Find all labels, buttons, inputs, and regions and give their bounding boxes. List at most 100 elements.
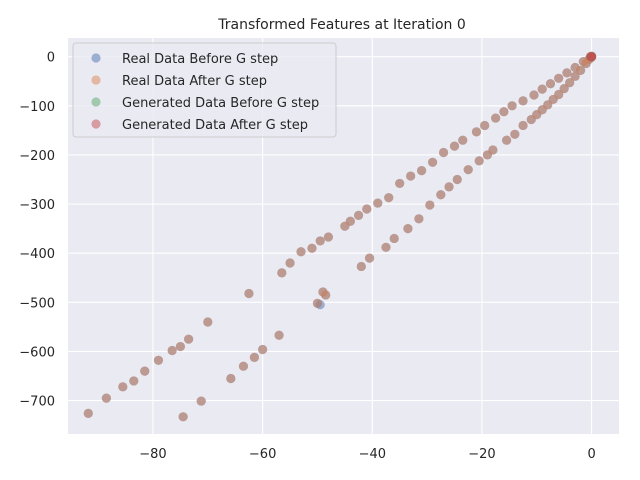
series-2 xyxy=(83,55,594,422)
data-point xyxy=(458,135,468,145)
data-point xyxy=(474,156,484,166)
data-point xyxy=(353,210,364,220)
y-axis-ticks: 0 −100 −200 −300 −400 −500 −600 −700 xyxy=(19,51,55,410)
x-axis-ticks: −80 −60 −40 −20 0 xyxy=(139,447,595,462)
legend-marker xyxy=(91,119,101,129)
data-point xyxy=(570,71,580,81)
data-point xyxy=(312,298,323,308)
data-point xyxy=(153,355,164,365)
data-point xyxy=(203,317,213,327)
data-point xyxy=(586,51,597,61)
data-point xyxy=(178,412,188,422)
data-point xyxy=(491,113,501,123)
data-point xyxy=(518,120,528,131)
legend-marker xyxy=(91,75,101,85)
data-point xyxy=(285,258,295,268)
data-point xyxy=(510,129,520,139)
data-point xyxy=(417,166,427,176)
x-tick-label: −60 xyxy=(249,447,276,462)
legend-box xyxy=(72,42,337,138)
data-point xyxy=(529,90,539,100)
data-point xyxy=(175,341,185,352)
data-point xyxy=(537,84,547,94)
data-point xyxy=(471,127,482,137)
data-point xyxy=(389,233,399,244)
data-point xyxy=(277,268,287,278)
legend-marker xyxy=(91,97,101,107)
legend-label: Generated Data After G step xyxy=(122,118,308,133)
data-point xyxy=(545,79,556,89)
data-point xyxy=(395,178,405,189)
data-points xyxy=(83,51,597,422)
data-point xyxy=(323,232,334,242)
data-point xyxy=(559,84,569,94)
y-tick-label: −400 xyxy=(19,247,55,262)
y-tick-label: −700 xyxy=(19,395,55,410)
data-point xyxy=(83,408,93,418)
data-point xyxy=(307,243,317,253)
y-tick-label: 0 xyxy=(47,51,55,66)
legend-label: Generated Data Before G step xyxy=(122,96,319,111)
series-4 xyxy=(585,51,597,62)
data-point xyxy=(436,190,446,200)
data-point xyxy=(226,373,236,384)
legend: Real Data Before G step Real Data After G… xyxy=(72,42,337,138)
data-point xyxy=(578,56,588,67)
y-tick-label: −100 xyxy=(19,100,55,115)
x-tick-label: −40 xyxy=(359,447,386,462)
data-point xyxy=(438,147,449,158)
x-tick-label: 0 xyxy=(587,447,595,462)
y-tick-label: −600 xyxy=(19,345,55,360)
data-point xyxy=(129,376,139,386)
legend-label: Real Data After G step xyxy=(122,74,267,89)
data-point xyxy=(373,198,383,208)
data-point xyxy=(296,247,306,257)
data-point xyxy=(315,236,325,246)
x-tick-label: −20 xyxy=(468,447,495,462)
y-tick-label: −300 xyxy=(19,198,55,213)
data-point xyxy=(565,78,575,88)
data-point xyxy=(570,62,580,73)
data-point xyxy=(345,216,355,226)
data-point xyxy=(427,157,438,167)
data-point xyxy=(403,224,413,234)
data-point xyxy=(406,171,416,181)
data-point xyxy=(362,204,372,214)
data-point xyxy=(244,288,254,299)
data-point xyxy=(364,253,375,263)
data-point xyxy=(507,101,517,111)
data-point xyxy=(356,261,366,272)
data-point xyxy=(249,352,260,362)
data-point xyxy=(140,366,150,376)
data-point xyxy=(274,330,284,340)
data-point xyxy=(562,68,572,78)
data-point xyxy=(101,393,111,403)
data-point xyxy=(554,73,564,83)
data-point xyxy=(258,344,268,355)
legend-label: Real Data Before G step xyxy=(122,52,278,67)
legend-marker xyxy=(91,53,101,63)
data-point xyxy=(488,145,498,155)
data-point xyxy=(414,214,424,224)
data-point xyxy=(425,200,435,210)
grid xyxy=(68,38,619,434)
data-point xyxy=(518,96,528,106)
data-point xyxy=(238,361,249,371)
chart-title: Transformed Features at Iteration 0 xyxy=(217,17,466,33)
x-tick-label: −80 xyxy=(139,447,166,462)
data-point xyxy=(196,396,206,406)
data-point xyxy=(384,193,394,203)
data-point xyxy=(554,89,564,100)
y-tick-label: −500 xyxy=(19,296,55,311)
data-point xyxy=(449,141,460,151)
data-point xyxy=(502,135,512,145)
data-point xyxy=(463,165,473,175)
data-point xyxy=(167,345,177,356)
data-point xyxy=(480,120,490,131)
data-point xyxy=(452,174,462,185)
data-point xyxy=(381,242,391,252)
data-point xyxy=(321,290,331,300)
data-point xyxy=(499,107,509,117)
y-tick-label: −200 xyxy=(19,149,55,164)
